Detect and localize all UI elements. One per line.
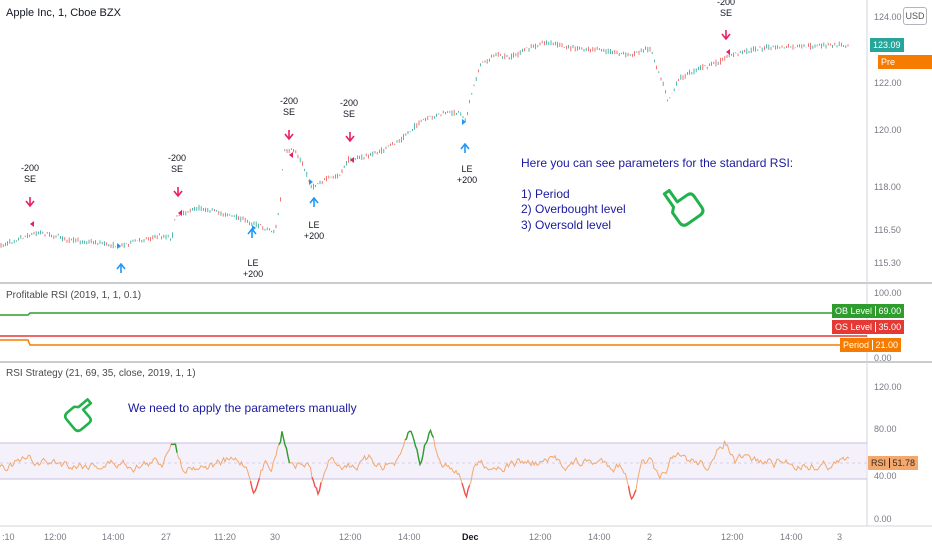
fill-marker [462,119,466,125]
annotation-item: 2) Overbought level [521,202,626,216]
time-axis-label: 12:00 [529,532,552,542]
rsi-axis-label: 120.00 [874,382,902,392]
rsi-value-tag: RSI 51.78 [868,456,919,470]
period-line [0,339,867,346]
time-axis-label: 3 [837,532,843,542]
price-axis-label: 118.00 [874,182,901,192]
price-axis-label: 116.50 [874,225,901,235]
time-axis-label: 12:00 [339,532,362,542]
short-entry-label: -200 SE [167,153,186,174]
rsi-signal-segment [311,476,322,497]
price-axis-label: 122.00 [874,78,902,88]
indicator-title[interactable]: Profitable RSI (2019, 1, 1, 0.1) [6,290,142,301]
rsi-signal-segment [627,485,637,501]
price-axis-label: 120.00 [874,125,902,135]
short-entry-label: -200 SE [279,96,298,117]
rsi-axis-label: 0.00 [874,514,892,524]
pointing-hand-icon [662,188,705,227]
fill-marker [289,152,293,158]
long-entry-label: LE +200 [303,220,325,241]
trade-markers [25,30,731,273]
pre-market-prefix: Pre [881,57,896,67]
time-axis-label: 30 [270,532,281,542]
annotation-item: 1) Period [521,186,570,201]
fill-marker [309,179,313,185]
indicator-axis-label: 0.00 [874,353,892,363]
time-axis-label: 2 [647,532,653,542]
last-price-tag: 123.09 [870,38,904,52]
annotation-text[interactable]: We need to apply the parameters manually [128,401,357,415]
long-arrow-icon [116,262,126,273]
time-axis-label: 14:00 [588,532,611,542]
rsi-signal-segment [170,443,178,453]
rsi-signal-segment [404,428,435,467]
annotation-item: 3) Oversold level [521,217,612,232]
price-series [0,40,849,249]
short-arrow-icon [345,132,355,143]
fill-marker [178,210,182,216]
os-level-tag: OS Level 35.00 [832,320,905,334]
fill-marker [350,157,354,163]
long-arrow-icon [460,142,470,153]
time-axis-label: 14:00 [398,532,421,542]
period-tag: Period 21.00 [840,338,902,352]
time-axis-label: 11:20 [214,532,236,542]
short-arrow-icon [721,30,731,41]
strategy-title[interactable]: RSI Strategy (21, 69, 35, close, 2019, 1… [6,368,196,379]
rsi-signal-segment [461,482,471,499]
long-arrow-icon [309,196,319,207]
pre-market-price: 123.08 [883,69,915,79]
fill-marker [30,221,34,227]
pointing-hand-icon [63,398,93,433]
time-axis-label: Dec [462,532,479,542]
rsi-signal-segment [249,477,261,495]
rsi-axis-label: 80.00 [874,424,897,434]
price-axis-label: 124.00 [874,12,902,22]
annotation-heading: Here you can see parameters for the stan… [521,156,794,170]
long-entry-label: LE +200 [242,258,264,279]
short-entry-label: -200 SE [20,163,39,184]
rsi-axis-label: 40.00 [874,471,897,481]
indicator-axis-label: 100.00 [874,288,902,298]
short-entry-label: -200 SE [339,98,358,119]
price-axis-label: 115.30 [874,258,901,268]
pre-market-tag: Pre 123.08 [878,55,932,79]
ob-level-line [0,312,867,316]
fill-marker [117,243,121,249]
fill-marker [726,49,730,55]
time-axis-label: 27 [161,532,172,542]
long-entry-label: LE +200 [456,164,478,185]
rsi-band [0,443,867,479]
time-axis-label: 12:00 [721,532,744,542]
short-arrow-icon [173,187,183,198]
short-arrow-icon [284,130,294,141]
currency-button[interactable]: USD [903,7,927,25]
fill-marker [252,225,256,231]
ob-level-tag: OB Level 69.00 [832,304,905,318]
short-arrow-icon [25,197,35,208]
rsi-signal-segment [278,431,291,464]
rsi-series [0,428,850,501]
time-axis-label: 14:00 [102,532,125,542]
annotation-text[interactable]: Here you can see parameters for the stan… [521,156,793,233]
time-axis-label: :10 [2,532,15,542]
time-axis-label: 14:00 [780,532,803,542]
time-axis-label: 12:00 [44,532,67,542]
symbol-title[interactable]: Apple Inc, 1, Cboe BZX [6,7,121,19]
short-entry-label: -200 SE [716,0,735,18]
